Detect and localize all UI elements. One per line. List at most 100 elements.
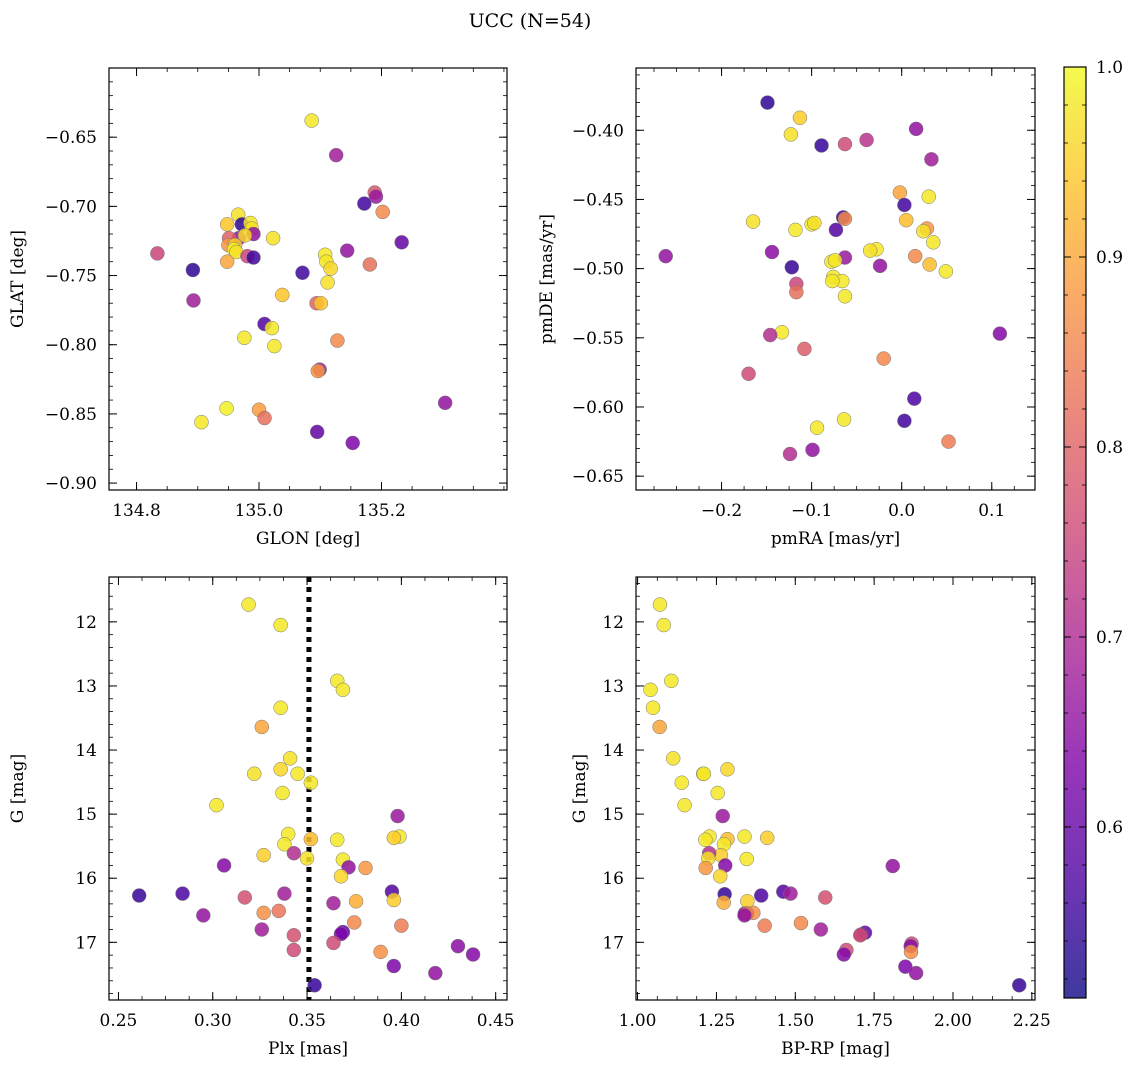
- scatter-point: [348, 894, 364, 909]
- scatter-point: [916, 224, 931, 239]
- scatter-point: [304, 113, 319, 128]
- scatter-point: [1011, 978, 1027, 993]
- scatter-point: [303, 831, 319, 847]
- y-tick-label: −0.55: [572, 329, 624, 349]
- scatter-point: [273, 617, 288, 633]
- scatter-point: [375, 204, 390, 220]
- scatter-point: [677, 797, 692, 813]
- scatter-point: [783, 127, 799, 142]
- scatter-point: [814, 138, 829, 153]
- scatter-point: [764, 244, 780, 260]
- y-tick-label: −0.65: [572, 467, 624, 487]
- scatter-point: [386, 830, 402, 846]
- x-tick-label: 1.00: [619, 1011, 657, 1031]
- scatter-point: [282, 751, 298, 766]
- x-tick-label: 2.25: [1013, 1011, 1051, 1031]
- y-tick-label: −0.80: [45, 336, 97, 356]
- scatter-point: [256, 847, 271, 863]
- scatter-point: [329, 832, 345, 848]
- scatter-point: [465, 947, 481, 962]
- y-axis-label: GLAT [deg]: [8, 230, 28, 328]
- scatter-point: [793, 915, 809, 931]
- scatter-point: [658, 248, 673, 264]
- scatter-point: [737, 908, 752, 923]
- colorbar-frame: [1063, 66, 1087, 999]
- scatter-point: [450, 938, 466, 954]
- scatter-point: [809, 420, 825, 435]
- scatter-points: [643, 597, 1027, 993]
- scatter-point: [362, 257, 378, 272]
- scatter-point: [784, 259, 800, 275]
- scatter-point: [898, 959, 913, 974]
- scatter-point: [320, 275, 335, 290]
- scatter-point: [837, 289, 853, 304]
- axes-frame: [108, 67, 508, 491]
- x-tick-label: 135.0: [235, 501, 284, 521]
- scatter-point: [237, 330, 252, 346]
- scatter-point: [209, 797, 224, 813]
- y-tick-label: 17: [602, 933, 624, 953]
- scatter-point: [273, 700, 288, 715]
- y-tick-label: −0.75: [45, 267, 97, 287]
- scatter-point: [925, 235, 941, 250]
- scatter-point: [373, 944, 388, 960]
- y-tick-label: −0.85: [45, 405, 97, 425]
- colorbar-tick-label: 0.8: [1096, 438, 1123, 458]
- y-axis-label: pmDE [mas/yr]: [537, 214, 557, 344]
- scatter-point: [664, 673, 679, 689]
- scatter-point: [885, 858, 900, 874]
- scatter-point: [715, 808, 730, 824]
- scatter-point: [254, 922, 270, 937]
- scatter-point: [194, 414, 209, 430]
- x-tick-label: 0.45: [477, 1011, 515, 1031]
- scatter-point: [859, 132, 874, 148]
- colorbar-tick-label: 0.6: [1096, 818, 1123, 838]
- scatter-point: [924, 152, 939, 167]
- scatter-point: [922, 257, 937, 272]
- axes-frame: [635, 576, 1036, 1001]
- scatter-point: [345, 435, 360, 451]
- colorbar: 0.6 0.7 0.8 0.9 1.0: [1063, 58, 1123, 999]
- scatter-point: [716, 895, 731, 910]
- scatter-points: [150, 113, 453, 451]
- scatter-point: [762, 327, 778, 343]
- scatter-point: [271, 903, 287, 919]
- scatter-point: [346, 915, 362, 930]
- scatter-points: [131, 597, 481, 993]
- y-axis-label: G [mag]: [570, 754, 590, 823]
- scatter-point: [313, 295, 329, 311]
- scatter-point: [921, 189, 936, 204]
- scatter-point: [257, 410, 272, 426]
- colorbar-tick-label: 0.7: [1096, 628, 1123, 648]
- scatter-point: [333, 869, 349, 884]
- scatter-point: [186, 293, 201, 308]
- scatter-point: [872, 258, 888, 274]
- y-tick-label: 14: [602, 741, 624, 761]
- scatter-point: [836, 412, 852, 427]
- x-tick-label: 2.00: [934, 1011, 972, 1031]
- scatter-point: [908, 121, 924, 137]
- y-tick-label: 13: [75, 677, 97, 697]
- x-tick-label: 0.40: [382, 1011, 420, 1031]
- x-tick-label: −0.1: [791, 501, 832, 521]
- colorbar-gradient: [1064, 67, 1086, 998]
- scatter-point: [813, 922, 829, 937]
- x-axis-label: pmRA [mas/yr]: [771, 529, 900, 549]
- scatter-point: [328, 147, 344, 163]
- y-tick-label: −0.70: [45, 197, 97, 217]
- scatter-point: [836, 947, 852, 962]
- x-tick-label: 1.75: [855, 1011, 893, 1031]
- scatter-point: [185, 262, 201, 278]
- scatter-point: [938, 264, 954, 279]
- scatter-point: [323, 261, 338, 276]
- scatter-point: [339, 243, 355, 258]
- scatter-point: [131, 888, 147, 903]
- scatter-point: [741, 366, 756, 382]
- scatter-point: [737, 829, 752, 844]
- scatter-point: [307, 978, 322, 993]
- scatter-point: [150, 246, 165, 261]
- figure-title: UCC (N=54): [469, 10, 592, 32]
- scatter-point: [674, 775, 689, 790]
- scatter-point: [710, 785, 725, 801]
